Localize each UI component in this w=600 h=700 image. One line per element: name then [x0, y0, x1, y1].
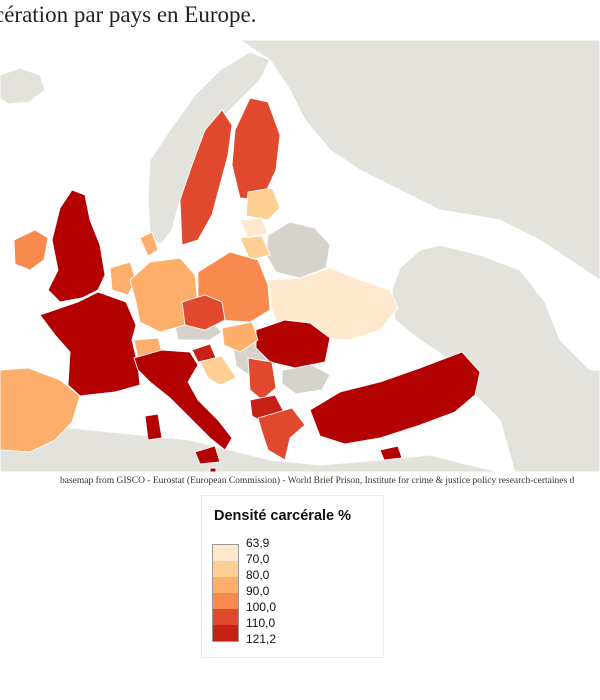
legend-title: Densité carcérale % [214, 508, 352, 524]
legend-swatch-2 [213, 577, 238, 593]
country-sicily[interactable] [194, 445, 221, 465]
legend-swatch-1 [213, 561, 238, 577]
choropleth-map[interactable] [0, 40, 600, 472]
legend-swatch-3 [213, 593, 238, 609]
country-finland[interactable] [231, 97, 281, 201]
legend-break-3: 90,0 [246, 584, 270, 598]
country-france[interactable] [39, 291, 141, 397]
europe-map-svg [0, 40, 600, 472]
legend-break-1: 70,0 [246, 552, 270, 566]
country-malta[interactable] [209, 467, 217, 472]
country-estonia-latvia[interactable] [245, 187, 281, 221]
legend-swatch-5 [213, 625, 238, 641]
country-spain-portugal[interactable] [0, 367, 81, 453]
country-ireland[interactable] [13, 229, 49, 271]
legend-break-2: 80,0 [246, 568, 270, 582]
country-serbia[interactable] [247, 357, 277, 401]
legend-swatch-4 [213, 609, 238, 625]
country-italy[interactable] [133, 349, 233, 451]
country-denmark[interactable] [139, 231, 159, 257]
legend-break-4: 100,0 [246, 600, 277, 614]
country-romania[interactable] [255, 319, 331, 369]
country-cyprus[interactable] [379, 445, 403, 461]
country-sardinia[interactable] [144, 413, 163, 441]
legend-break-0: 63,9 [246, 536, 270, 550]
country-turkey[interactable] [309, 351, 481, 445]
country-united-kingdom[interactable] [47, 189, 106, 303]
country-hungary-slovakia[interactable] [221, 321, 259, 353]
legend-break-6: 121,2 [246, 632, 277, 646]
country-bulgaria[interactable] [281, 364, 331, 395]
country-belarus[interactable] [265, 221, 331, 279]
country-kaliningrad[interactable] [239, 235, 271, 261]
north-africa-landmass [0, 424, 501, 472]
legend-break-5: 110,0 [246, 616, 276, 630]
map-title: cération par pays en Europe. [0, 2, 257, 27]
legend-swatch-0 [213, 545, 238, 561]
country-croatia[interactable] [199, 355, 237, 386]
source-credit: basemap from GISCO - Eurostat (European … [60, 476, 575, 486]
iceland-landmass [0, 67, 46, 105]
country-lithuania[interactable] [239, 217, 269, 239]
country-sweden[interactable] [179, 109, 233, 246]
legend-swatches [212, 544, 239, 642]
legend: Densité carcérale % 63,9 70,0 80,0 90,0 … [201, 495, 384, 658]
country-greece[interactable] [257, 407, 306, 461]
country-czech-republic[interactable] [181, 294, 226, 331]
